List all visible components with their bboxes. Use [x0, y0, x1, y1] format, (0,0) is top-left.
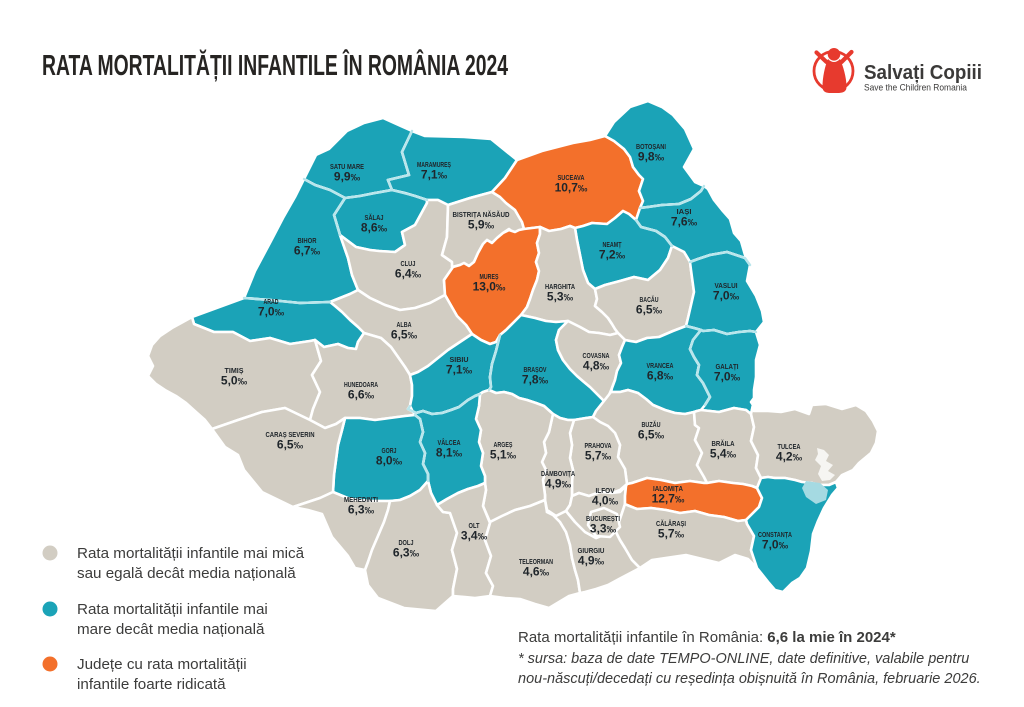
svg-text:Save the Children Romania: Save the Children Romania [864, 83, 968, 94]
svg-text:Județe cu rata mortalității: Județe cu rata mortalității [77, 656, 247, 673]
svg-text:SIBIU: SIBIU [450, 355, 469, 364]
svg-text:RATA MORTALITĂȚII INFANTILE ÎN: RATA MORTALITĂȚII INFANTILE ÎN ROMÂNIA 2… [42, 50, 508, 82]
svg-text:5,9‰: 5,9‰ [468, 218, 495, 232]
svg-text:7,0‰: 7,0‰ [714, 370, 741, 384]
svg-text:CONSTANȚA: CONSTANȚA [758, 530, 792, 539]
svg-text:CĂLĂRAȘI: CĂLĂRAȘI [656, 519, 686, 528]
svg-text:5,7‰: 5,7‰ [585, 449, 612, 463]
svg-text:4,9‰: 4,9‰ [578, 554, 605, 568]
svg-text:DOLJ: DOLJ [399, 538, 414, 547]
svg-text:8,6‰: 8,6‰ [361, 221, 388, 235]
svg-text:6,7‰: 6,7‰ [294, 244, 321, 258]
svg-text:7,1‰: 7,1‰ [446, 363, 473, 377]
svg-text:5,7‰: 5,7‰ [658, 527, 685, 541]
svg-text:5,1‰: 5,1‰ [490, 448, 517, 462]
svg-text:CARAȘ SEVERIN: CARAȘ SEVERIN [266, 430, 315, 439]
svg-text:BRAȘOV: BRAȘOV [524, 365, 547, 374]
svg-text:HUNEDOARA: HUNEDOARA [344, 380, 378, 389]
svg-text:Salvați Copiii: Salvați Copiii [864, 62, 982, 84]
svg-text:BOTOȘANI: BOTOȘANI [636, 142, 666, 151]
svg-text:5,4‰: 5,4‰ [710, 447, 737, 461]
svg-text:VÂLCEA: VÂLCEA [438, 438, 461, 447]
svg-text:4,9‰: 4,9‰ [545, 477, 572, 491]
svg-text:IAȘI: IAȘI [677, 207, 692, 216]
svg-text:7,6‰: 7,6‰ [671, 215, 698, 229]
svg-text:ARGEȘ: ARGEȘ [494, 440, 513, 449]
svg-text:4,8‰: 4,8‰ [583, 359, 610, 373]
svg-text:BISTRIȚA NĂSĂUD: BISTRIȚA NĂSĂUD [453, 210, 510, 219]
svg-text:6,5‰: 6,5‰ [636, 303, 663, 317]
svg-text:sau egală decât media național: sau egală decât media națională [77, 565, 296, 582]
svg-text:6,3‰: 6,3‰ [393, 546, 420, 560]
svg-text:4,6‰: 4,6‰ [523, 565, 550, 579]
svg-text:NEAMȚ: NEAMȚ [603, 240, 622, 249]
svg-text:7,8‰: 7,8‰ [522, 373, 549, 387]
svg-text:GIURGIU: GIURGIU [578, 546, 605, 555]
svg-text:MARAMUREȘ: MARAMUREȘ [417, 160, 451, 169]
svg-text:SATU MARE: SATU MARE [330, 162, 364, 171]
svg-text:mare decât media națională: mare decât media națională [77, 621, 265, 638]
svg-text:10,7‰: 10,7‰ [555, 181, 588, 195]
svg-text:GORJ: GORJ [382, 446, 397, 455]
svg-text:7,2‰: 7,2‰ [599, 248, 626, 262]
svg-text:5,0‰: 5,0‰ [221, 374, 248, 388]
svg-text:* sursa: baza de date TEMPO-ON: * sursa: baza de date TEMPO-ONLINE, date… [518, 651, 969, 667]
svg-text:infantile foarte ridicată: infantile foarte ridicată [77, 676, 226, 693]
svg-text:7,0‰: 7,0‰ [762, 538, 789, 552]
svg-text:SĂLAJ: SĂLAJ [365, 213, 384, 222]
svg-text:8,0‰: 8,0‰ [376, 454, 403, 468]
svg-text:BUCUREȘTI: BUCUREȘTI [586, 514, 620, 523]
svg-text:8,1‰: 8,1‰ [436, 446, 463, 460]
svg-text:OLT: OLT [469, 521, 480, 530]
svg-text:VASLUI: VASLUI [715, 281, 738, 290]
svg-text:HARGHITA: HARGHITA [545, 282, 575, 291]
svg-text:MUREȘ: MUREȘ [480, 272, 499, 281]
svg-text:4,0‰: 4,0‰ [592, 494, 619, 508]
svg-text:VRANCEA: VRANCEA [647, 361, 674, 370]
svg-text:3,4‰: 3,4‰ [461, 529, 488, 543]
svg-text:IALOMIȚA: IALOMIȚA [653, 484, 683, 493]
svg-text:9,8‰: 9,8‰ [638, 150, 665, 164]
svg-text:CLUJ: CLUJ [401, 259, 416, 268]
svg-text:nou-născuți/decedați cu reședi: nou-născuți/decedați cu reședința obișnu… [518, 671, 981, 687]
svg-text:Rata mortalității infantile ma: Rata mortalității infantile mai [77, 601, 268, 618]
svg-text:PRAHOVA: PRAHOVA [585, 441, 612, 450]
svg-text:BUZĂU: BUZĂU [642, 420, 661, 429]
svg-text:Rata mortalității infantile ma: Rata mortalității infantile mai mică [77, 545, 305, 562]
svg-text:6,5‰: 6,5‰ [638, 428, 665, 442]
svg-text:MEHEDINTI: MEHEDINTI [344, 495, 378, 504]
svg-text:6,8‰: 6,8‰ [647, 369, 674, 383]
svg-text:GALAȚI: GALAȚI [716, 362, 739, 371]
svg-text:TELEORMAN: TELEORMAN [519, 557, 553, 566]
svg-text:ALBA: ALBA [397, 320, 412, 329]
svg-text:7,0‰: 7,0‰ [258, 305, 285, 319]
svg-text:13,0‰: 13,0‰ [473, 280, 506, 294]
svg-text:6,4‰: 6,4‰ [395, 267, 422, 281]
svg-text:TULCEA: TULCEA [778, 442, 801, 451]
svg-text:DÂMBOVIȚA: DÂMBOVIȚA [541, 469, 575, 478]
svg-text:5,3‰: 5,3‰ [547, 290, 574, 304]
svg-text:ILFOV: ILFOV [596, 486, 615, 495]
svg-text:BRĂILA: BRĂILA [712, 439, 735, 448]
svg-text:12,7‰: 12,7‰ [652, 492, 685, 506]
svg-text:6,6‰: 6,6‰ [348, 388, 375, 402]
svg-text:6,3‰: 6,3‰ [348, 503, 375, 517]
svg-text:7,1‰: 7,1‰ [421, 168, 448, 182]
svg-text:9,9‰: 9,9‰ [334, 170, 361, 184]
svg-text:Rata mortalității infantile în: Rata mortalității infantile în România: … [518, 629, 896, 646]
svg-text:BACĂU: BACĂU [640, 295, 659, 304]
svg-text:TIMIȘ: TIMIȘ [225, 366, 244, 375]
svg-text:6,5‰: 6,5‰ [277, 438, 304, 452]
svg-text:7,0‰: 7,0‰ [713, 289, 740, 303]
svg-text:BIHOR: BIHOR [298, 236, 317, 245]
svg-text:ARAD: ARAD [264, 297, 279, 306]
svg-text:COVASNA: COVASNA [583, 351, 610, 360]
svg-text:6,5‰: 6,5‰ [391, 328, 418, 342]
svg-text:3,3‰: 3,3‰ [590, 522, 617, 536]
svg-text:SUCEAVA: SUCEAVA [558, 173, 585, 182]
svg-text:4,2‰: 4,2‰ [776, 450, 803, 464]
